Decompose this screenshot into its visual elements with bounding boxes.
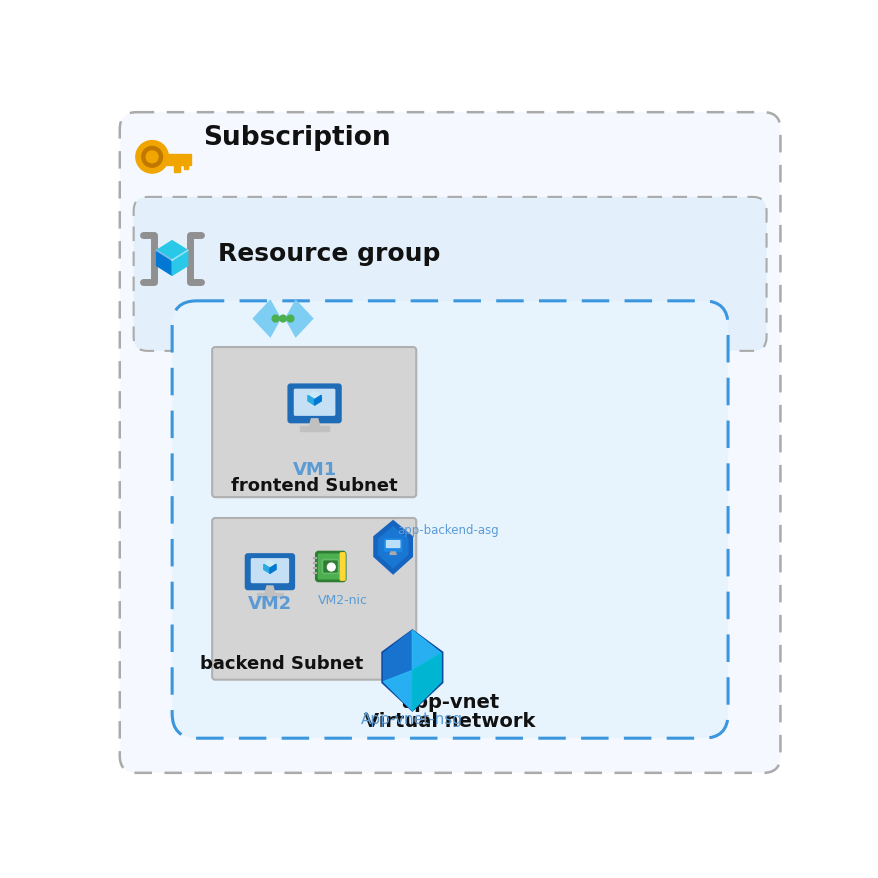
Polygon shape — [412, 630, 441, 671]
Polygon shape — [314, 396, 320, 406]
Circle shape — [287, 316, 293, 322]
Polygon shape — [286, 302, 312, 336]
Circle shape — [136, 141, 169, 174]
Text: App-vnet-nsg: App-vnet-nsg — [361, 712, 463, 727]
Polygon shape — [156, 241, 187, 261]
FancyBboxPatch shape — [250, 558, 289, 584]
Polygon shape — [374, 522, 412, 573]
Polygon shape — [184, 166, 188, 170]
Polygon shape — [164, 155, 191, 166]
FancyBboxPatch shape — [172, 301, 727, 738]
FancyBboxPatch shape — [133, 198, 766, 351]
Polygon shape — [265, 587, 274, 594]
FancyBboxPatch shape — [212, 518, 416, 680]
Circle shape — [327, 564, 335, 572]
Polygon shape — [390, 552, 396, 555]
Polygon shape — [254, 302, 279, 336]
FancyBboxPatch shape — [244, 553, 295, 591]
Text: frontend Subnet: frontend Subnet — [231, 477, 398, 494]
FancyBboxPatch shape — [212, 348, 416, 498]
Circle shape — [279, 316, 286, 322]
Polygon shape — [307, 396, 314, 406]
Polygon shape — [378, 527, 407, 568]
Polygon shape — [309, 420, 320, 427]
Text: VM2: VM2 — [248, 594, 291, 613]
Text: VM2-nic: VM2-nic — [318, 594, 368, 607]
FancyBboxPatch shape — [293, 389, 335, 416]
Polygon shape — [382, 630, 442, 710]
Circle shape — [272, 316, 278, 322]
Polygon shape — [174, 166, 180, 172]
Circle shape — [141, 148, 162, 168]
Polygon shape — [383, 630, 412, 682]
FancyBboxPatch shape — [322, 560, 338, 573]
FancyBboxPatch shape — [385, 540, 400, 549]
Polygon shape — [383, 671, 412, 710]
Polygon shape — [156, 251, 172, 276]
Polygon shape — [299, 427, 328, 431]
Polygon shape — [307, 392, 320, 400]
Polygon shape — [263, 565, 270, 573]
Text: app-backend-asg: app-backend-asg — [397, 523, 498, 536]
Text: Virtual network: Virtual network — [364, 711, 536, 730]
Text: backend Subnet: backend Subnet — [199, 654, 363, 672]
Polygon shape — [263, 561, 276, 568]
Polygon shape — [172, 251, 187, 276]
Circle shape — [146, 152, 158, 163]
FancyBboxPatch shape — [316, 552, 345, 581]
Text: VM1: VM1 — [292, 460, 336, 479]
FancyBboxPatch shape — [339, 552, 345, 581]
Text: app-vnet: app-vnet — [400, 692, 499, 711]
Polygon shape — [412, 653, 441, 710]
Polygon shape — [270, 565, 276, 573]
FancyBboxPatch shape — [119, 113, 780, 773]
Text: Subscription: Subscription — [203, 125, 390, 151]
Text: Resource group: Resource group — [218, 241, 440, 266]
FancyBboxPatch shape — [287, 384, 342, 424]
Polygon shape — [256, 594, 283, 597]
FancyBboxPatch shape — [384, 539, 402, 552]
